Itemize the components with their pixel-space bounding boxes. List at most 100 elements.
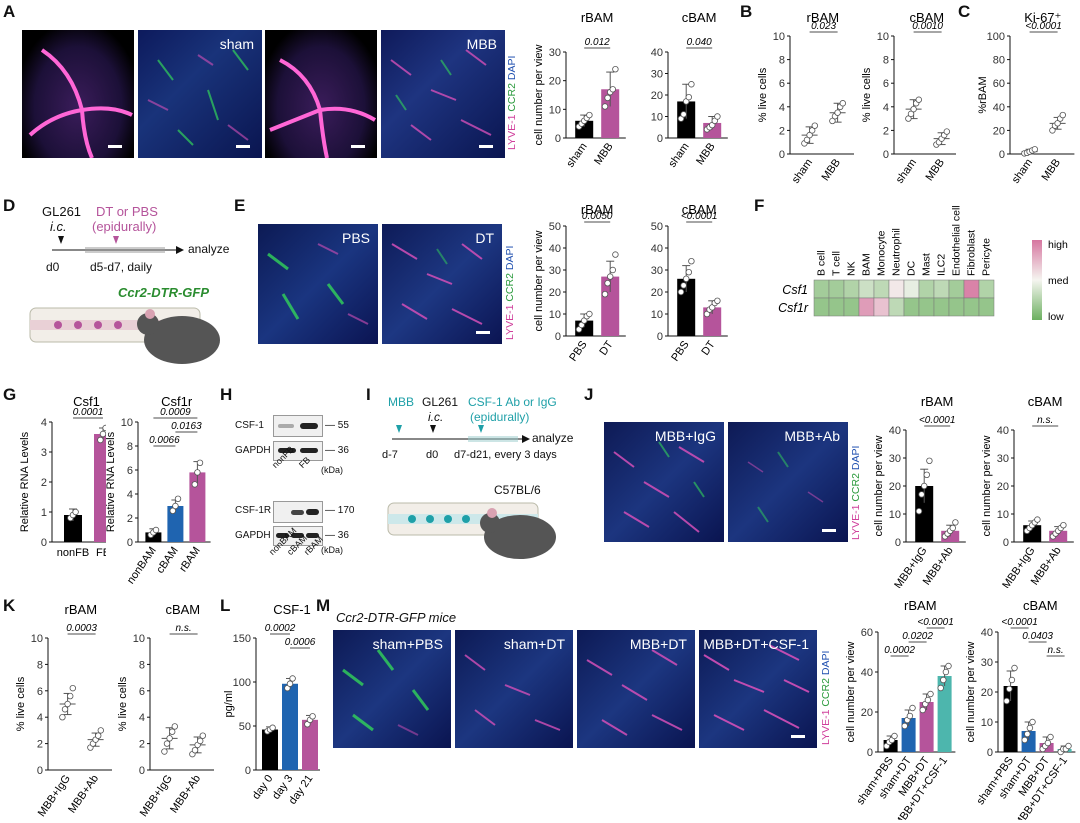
micrograph-label-sham: sham bbox=[219, 36, 254, 52]
heatmap-row-label: Csf1 bbox=[782, 283, 808, 297]
stain-dapi: DAPI bbox=[820, 650, 832, 676]
p-value-label: <0.0001 bbox=[681, 211, 717, 222]
data-point bbox=[839, 100, 846, 107]
chart-a-cbam: cBAM 0 10 20 30 40 sham MBB 0.040 bbox=[651, 10, 728, 170]
data-point bbox=[945, 662, 952, 670]
p-value-label: <0.0001 bbox=[1025, 21, 1061, 32]
data-point bbox=[604, 279, 611, 287]
stain-ccr2: CCR2 bbox=[504, 273, 516, 302]
kda-label-2: (kDa) bbox=[321, 545, 343, 555]
data-point bbox=[906, 712, 914, 720]
stain-legend-a: LYVE-1 CCR2 DAPI bbox=[506, 56, 518, 150]
bar bbox=[94, 434, 106, 542]
panel-label-l: L bbox=[220, 596, 231, 615]
heatmap-cell bbox=[903, 297, 920, 317]
y-tick-label: 20 bbox=[861, 707, 873, 719]
gl261-label: GL261 bbox=[42, 204, 82, 219]
data-point bbox=[714, 113, 721, 120]
y-tick-label: 10 bbox=[889, 509, 901, 521]
stain-lyve1: LYVE-1 bbox=[850, 504, 862, 540]
y-tick-label: 10 bbox=[121, 417, 133, 429]
heatmap-cell bbox=[903, 279, 920, 299]
x-tick-label: MBB bbox=[924, 157, 948, 183]
p-value-label: 0.0003 bbox=[66, 623, 97, 634]
y-tick-label: 1 bbox=[41, 507, 47, 519]
y-tick-label: 20 bbox=[549, 287, 561, 299]
chart-title: rBAM bbox=[581, 202, 614, 217]
y-tick-label: 150 bbox=[233, 633, 251, 645]
panel-label-h: H bbox=[220, 385, 233, 404]
data-point bbox=[152, 526, 160, 534]
scale-bar bbox=[791, 735, 805, 738]
data-point bbox=[166, 735, 173, 742]
x-tick-label: MBB bbox=[820, 157, 844, 183]
epidural-label: (epidurally) bbox=[470, 410, 530, 424]
panel-label-e: E bbox=[234, 196, 246, 215]
y-tick-label: 4 bbox=[883, 102, 889, 114]
heatmap-cell bbox=[813, 297, 830, 317]
analyze-label: analyze bbox=[188, 242, 230, 256]
data-point bbox=[1021, 736, 1028, 744]
x-tick-label: MBB bbox=[694, 141, 718, 167]
data-point bbox=[94, 732, 102, 739]
y-tick-label: 4 bbox=[779, 102, 785, 114]
y-axis-label: % live cells bbox=[861, 67, 873, 122]
data-point bbox=[191, 481, 198, 488]
y-tick-label: 2 bbox=[41, 477, 47, 489]
x-tick-label: sham bbox=[790, 157, 815, 186]
panel-label-m: M bbox=[316, 596, 331, 615]
chart-title: Ki-67⁺ bbox=[1024, 10, 1061, 25]
mbb-label: MBB bbox=[388, 395, 415, 409]
cell-texture-overlay bbox=[391, 243, 483, 325]
bar bbox=[919, 702, 934, 752]
epidural-label: (epidurally) bbox=[92, 219, 157, 234]
y-tick-label: 6 bbox=[127, 465, 133, 477]
data-point bbox=[174, 495, 182, 502]
data-point bbox=[680, 282, 687, 289]
data-point bbox=[199, 732, 206, 739]
data-point bbox=[811, 122, 818, 129]
ic-label: i.c. bbox=[50, 219, 67, 234]
gl261-label: GL261 bbox=[422, 395, 459, 409]
data-point bbox=[940, 676, 947, 684]
heatmap-col-label: Neutrophil bbox=[891, 228, 903, 276]
days-label: d7-d21, every 3 days bbox=[454, 449, 557, 461]
chart-b-cbam: cBAM 0 2 4 6 8 10 % live cells sham MBB 0.0010 bbox=[861, 10, 956, 186]
y-tick-label: 8 bbox=[139, 659, 145, 671]
data-point bbox=[1026, 724, 1034, 732]
micrograph-label-dt: DT bbox=[475, 230, 494, 246]
p-value-label: n.s. bbox=[1037, 415, 1053, 426]
chart-title: cBAM bbox=[682, 10, 717, 25]
ic-label: i.c. bbox=[428, 410, 444, 424]
x-tick-label: sham bbox=[894, 157, 919, 186]
x-tick-label: nonFB bbox=[57, 547, 89, 559]
y-tick-label: 60 bbox=[993, 78, 1005, 90]
western-blot-h: CSF-1 — 55 GAPDH — 36 nonFB FB (kDa) CSF… bbox=[225, 405, 365, 585]
mouse-strain-label: C57BL/6 bbox=[494, 483, 541, 497]
stain-legend-j: LYVE-1 CCR2 DAPI bbox=[850, 446, 862, 540]
stain-legend-e: LYVE-1 CCR2 DAPI bbox=[504, 246, 516, 340]
micrograph-label-m2: sham+DT bbox=[503, 636, 565, 652]
panel-m-title: Ccr2-DTR-GFP mice bbox=[336, 610, 457, 625]
y-axis-label: cell number per view bbox=[873, 436, 885, 537]
data-point bbox=[601, 290, 609, 298]
data-point bbox=[942, 668, 950, 676]
heatmap-cell bbox=[963, 297, 980, 317]
p-value-label: 0.0009 bbox=[160, 407, 191, 418]
y-tick-label: 0 bbox=[555, 331, 561, 343]
scale-bar bbox=[476, 331, 490, 334]
heatmap-cell bbox=[918, 279, 935, 299]
y-tick-label: 8 bbox=[37, 659, 43, 671]
data-point bbox=[918, 491, 925, 498]
dt-pbs-label: DT or PBS bbox=[96, 204, 158, 219]
y-tick-label: 0 bbox=[245, 765, 251, 777]
micrograph-a4: MBB bbox=[381, 30, 505, 158]
p-value-label: 0.040 bbox=[687, 37, 712, 48]
y-tick-label: 20 bbox=[651, 287, 663, 299]
micrograph-a1 bbox=[22, 30, 134, 158]
bar bbox=[601, 89, 620, 138]
heatmap-col-label: B cell bbox=[816, 250, 828, 276]
scale-bar bbox=[351, 145, 365, 148]
micrograph-label-ab: MBB+Ab bbox=[784, 428, 840, 444]
schematic-i: MBB GL261 i.c. CSF-1 Ab or IgG (epidural… bbox=[370, 385, 590, 585]
